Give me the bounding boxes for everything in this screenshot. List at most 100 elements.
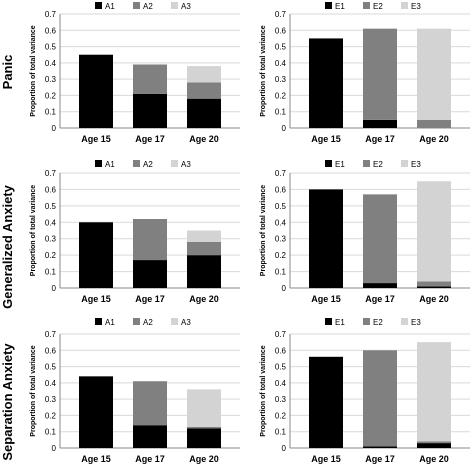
y-tick-label: 0: [52, 284, 57, 293]
legend-swatch-e3: [401, 2, 408, 9]
y-tick-label: 0.3: [45, 75, 57, 84]
chart-panel-4: 0 0.1 0.2 0.3 0.4 0.5 0.6 0.7 Proportion of tota…: [260, 160, 470, 304]
y-tick-label: 0: [282, 444, 287, 453]
bar-e2-age-20: [417, 441, 451, 444]
x-tick-label: Age 20: [419, 134, 449, 144]
y-tick-label: 0.5: [45, 202, 57, 211]
y-tick-label: 0.1: [275, 428, 287, 437]
y-tick-label: 0.3: [275, 395, 287, 404]
y-tick-label: 0.1: [275, 268, 287, 277]
legend-swatch-e1: [325, 2, 332, 9]
x-tick-label: Age 17: [365, 134, 395, 144]
bar-e1-age-17: [363, 283, 397, 288]
y-tick-label: 0.6: [275, 185, 287, 194]
y-tick-label: 0.1: [275, 108, 287, 117]
y-axis-label: Proportion of total variance: [260, 25, 267, 117]
bar-a3-age-20: [187, 66, 221, 83]
legend-swatch-e3: [401, 160, 408, 167]
y-tick-label: 0.3: [45, 235, 57, 244]
legend-swatch-a3: [171, 318, 178, 325]
legend-label-e3: E3: [411, 2, 421, 11]
row-label: Separation Anxiety: [0, 343, 15, 461]
legend-swatch-a3: [171, 160, 178, 167]
x-tick-label: Age 20: [189, 294, 219, 304]
y-tick-label: 0.5: [275, 202, 287, 211]
bar-e1-age-15: [309, 38, 343, 128]
bar-e3-age-20: [417, 181, 451, 282]
bar-e2-age-20: [417, 281, 451, 287]
x-tick-label: Age 15: [311, 134, 341, 144]
bar-e1-age-15: [309, 189, 343, 288]
x-tick-label: Age 17: [135, 134, 165, 144]
bar-e2-age-17: [363, 194, 397, 284]
chart-panel-3: 0 0.1 0.2 0.3 0.4 0.5 0.6 0.7 Proportion of tota…: [0, 160, 240, 309]
legend-label-a2: A2: [143, 160, 153, 169]
legend-swatch-a2: [133, 160, 140, 167]
y-tick-label: 0.5: [275, 43, 287, 52]
y-axis-label: Proportion of total variance: [30, 25, 37, 117]
y-tick-label: 0.5: [45, 43, 57, 52]
y-tick-label: 0.6: [45, 346, 57, 355]
y-axis-label: Proportion of total variance: [260, 345, 267, 437]
y-tick-label: 0: [52, 124, 57, 133]
x-tick-label: Age 17: [135, 294, 165, 304]
y-tick-label: 0.7: [275, 10, 287, 19]
chart-panel-1: 0 0.1 0.2 0.3 0.4 0.5 0.6 0.7 Proportion of tota…: [0, 2, 240, 144]
legend-swatch-e1: [325, 160, 332, 167]
bar-a1-age-20: [187, 255, 221, 288]
y-tick-label: 0.6: [275, 346, 287, 355]
x-tick-label: Age 15: [311, 454, 341, 464]
y-tick-label: 0.6: [45, 26, 57, 35]
bar-a3-age-20: [187, 389, 221, 427]
legend-label-a3: A3: [181, 2, 191, 11]
y-tick-label: 0.2: [275, 251, 287, 260]
y-tick-label: 0: [52, 444, 57, 453]
legend-label-e3: E3: [411, 318, 421, 327]
legend-label-a1: A1: [105, 160, 115, 169]
y-tick-label: 0.7: [45, 10, 57, 19]
y-tick-label: 0.4: [45, 218, 57, 227]
y-tick-label: 0.5: [275, 363, 287, 372]
y-tick-label: 0.6: [275, 26, 287, 35]
y-tick-label: 0.2: [275, 91, 287, 100]
legend-swatch-a1: [95, 2, 102, 9]
legend-label-a2: A2: [143, 2, 153, 11]
y-tick-label: 0.2: [45, 251, 57, 260]
y-tick-label: 0: [282, 284, 287, 293]
x-tick-label: Age 15: [81, 454, 111, 464]
chart-panel-6: 0 0.1 0.2 0.3 0.4 0.5 0.6 0.7 Proportion of tota…: [260, 318, 470, 464]
y-tick-label: 0.7: [45, 330, 57, 339]
y-tick-label: 0.4: [275, 59, 287, 68]
x-tick-label: Age 20: [419, 294, 449, 304]
y-tick-label: 0.4: [45, 379, 57, 388]
x-tick-label: Age 15: [81, 134, 111, 144]
bar-e2-age-17: [363, 350, 397, 447]
y-tick-label: 0.3: [275, 75, 287, 84]
legend-label-e1: E1: [335, 160, 345, 169]
legend-swatch-a2: [133, 318, 140, 325]
y-tick-label: 0.3: [275, 235, 287, 244]
legend-swatch-a2: [133, 2, 140, 9]
x-tick-label: Age 20: [189, 454, 219, 464]
bar-a1-age-17: [133, 93, 167, 128]
row-label: Generalized Anxiety: [0, 184, 15, 309]
y-tick-label: 0.3: [45, 395, 57, 404]
bar-a1-age-20: [187, 98, 221, 128]
chart-panel-2: 0 0.1 0.2 0.3 0.4 0.5 0.6 0.7 Proportion of tota…: [260, 2, 470, 144]
y-tick-label: 0.6: [45, 185, 57, 194]
bar-e2-age-20: [417, 119, 451, 128]
legend-label-a3: A3: [181, 318, 191, 327]
x-tick-label: Age 15: [81, 294, 111, 304]
x-tick-label: Age 17: [135, 454, 165, 464]
y-tick-label: 0.5: [45, 363, 57, 372]
y-tick-label: 0.2: [45, 91, 57, 100]
bar-a3-age-20: [187, 230, 221, 242]
bar-e2-age-17: [363, 28, 397, 120]
y-tick-label: 0.4: [275, 379, 287, 388]
y-tick-label: 0.7: [275, 330, 287, 339]
row-label: Panic: [0, 55, 15, 90]
legend-label-e2: E2: [373, 318, 383, 327]
legend-swatch-a3: [171, 2, 178, 9]
y-tick-label: 0.2: [45, 411, 57, 420]
